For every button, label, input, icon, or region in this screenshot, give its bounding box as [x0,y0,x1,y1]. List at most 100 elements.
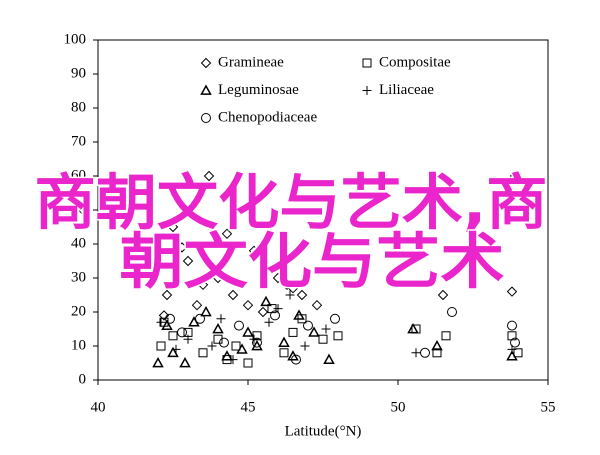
plus-marker [285,290,295,300]
circle-marker [165,313,175,324]
square-marker [243,358,253,368]
diamond-marker [248,245,260,257]
diamond-marker [227,289,239,301]
plus-marker [216,314,226,324]
triangle-marker [308,326,320,337]
diamond-marker [242,299,254,311]
y-tick-label: 10 [71,337,86,353]
triangle-marker [212,322,224,334]
circle-marker [219,337,229,348]
square-marker [288,327,298,337]
legend-label: Liliaceae [379,82,434,98]
circle-marker [420,347,430,358]
triangle-marker [287,350,299,361]
circle-marker [507,320,517,331]
plus-marker [156,317,166,327]
plus-marker [362,86,372,95]
legend-label: Leguminosae [218,82,299,98]
triangle-marker [200,305,212,317]
plus-marker [300,341,310,351]
square-marker [507,331,517,341]
x-axis-label: Latitude(°N) [285,423,362,439]
diamond-marker [281,279,293,291]
square-marker [231,341,241,351]
square-marker [156,341,166,351]
y-tick-label: 20 [71,303,86,319]
plus-marker [207,341,217,351]
y-tick-label: 80 [71,99,86,115]
circle-marker [510,337,520,348]
triangle-marker [278,336,290,347]
triangle-marker [293,309,305,320]
diamond-marker [203,170,215,182]
overlay-text: 商朝文化与艺术,商 [35,169,548,239]
plus-marker [411,348,421,358]
square-marker [318,334,328,344]
legend-label: Chenopodiaceae [218,109,317,125]
plus-marker [264,317,274,327]
circle-marker [270,310,280,321]
square-marker [513,348,523,358]
y-tick-label: 90 [71,65,86,81]
diamond-marker [200,57,212,69]
circle-marker [234,320,244,331]
triangle-marker [161,319,173,330]
diamond-marker [182,255,194,267]
y-tick-label: 0 [79,371,87,387]
square-marker [198,348,208,358]
x-tick-label: 55 [541,399,556,415]
triangle-marker [179,356,191,368]
diamond-marker [221,228,233,240]
plus-marker [321,324,331,334]
triangle-marker [407,322,419,334]
overlay-text: 朝文化与艺术 [120,228,505,298]
diamond-marker [176,242,188,253]
square-marker [362,58,372,68]
square-marker [279,348,289,358]
diamond-marker [191,299,203,311]
triangle-marker [260,295,272,307]
diamond-marker [509,170,521,182]
triangle-marker [431,339,443,351]
diamond-marker [272,272,284,284]
triangle-marker [251,339,263,351]
square-marker [441,331,451,341]
diamond-marker [296,289,308,301]
y-tick-label: 30 [71,269,86,285]
y-tick-label: 100 [64,31,87,47]
y-tick-label: 40 [71,235,86,251]
diamond-marker [311,299,323,311]
diamond-marker [287,282,299,294]
plus-marker [228,355,238,365]
triangle-marker [236,343,248,354]
triangle-marker [167,346,179,358]
triangle-marker [152,356,164,368]
circle-marker [291,354,301,365]
triangle-marker [242,326,254,337]
circle-marker [303,320,313,331]
circle-marker [252,337,262,348]
x-tick-label: 50 [391,399,406,415]
circle-marker [447,307,457,317]
x-tick-label: 45 [241,399,256,415]
circle-marker [195,313,205,324]
diamond-marker [257,306,269,318]
x-tick-label: 40 [91,399,106,415]
triangle-marker [221,350,233,361]
plus-marker [171,344,181,354]
diamond-marker [167,221,179,233]
diamond-marker [437,289,449,301]
diamond-marker [506,286,518,297]
circle-marker [201,113,211,123]
diamond-marker [161,289,173,301]
diamond-marker [440,272,452,284]
diamond-marker [197,279,209,291]
circle-marker [177,327,187,338]
triangle-marker [200,84,212,95]
legend-label: Gramineae [218,54,284,70]
y-tick-label: 70 [71,133,86,149]
diamond-marker [158,310,170,321]
y-tick-label: 60 [71,167,86,183]
y-tick-label: 50 [71,201,86,217]
